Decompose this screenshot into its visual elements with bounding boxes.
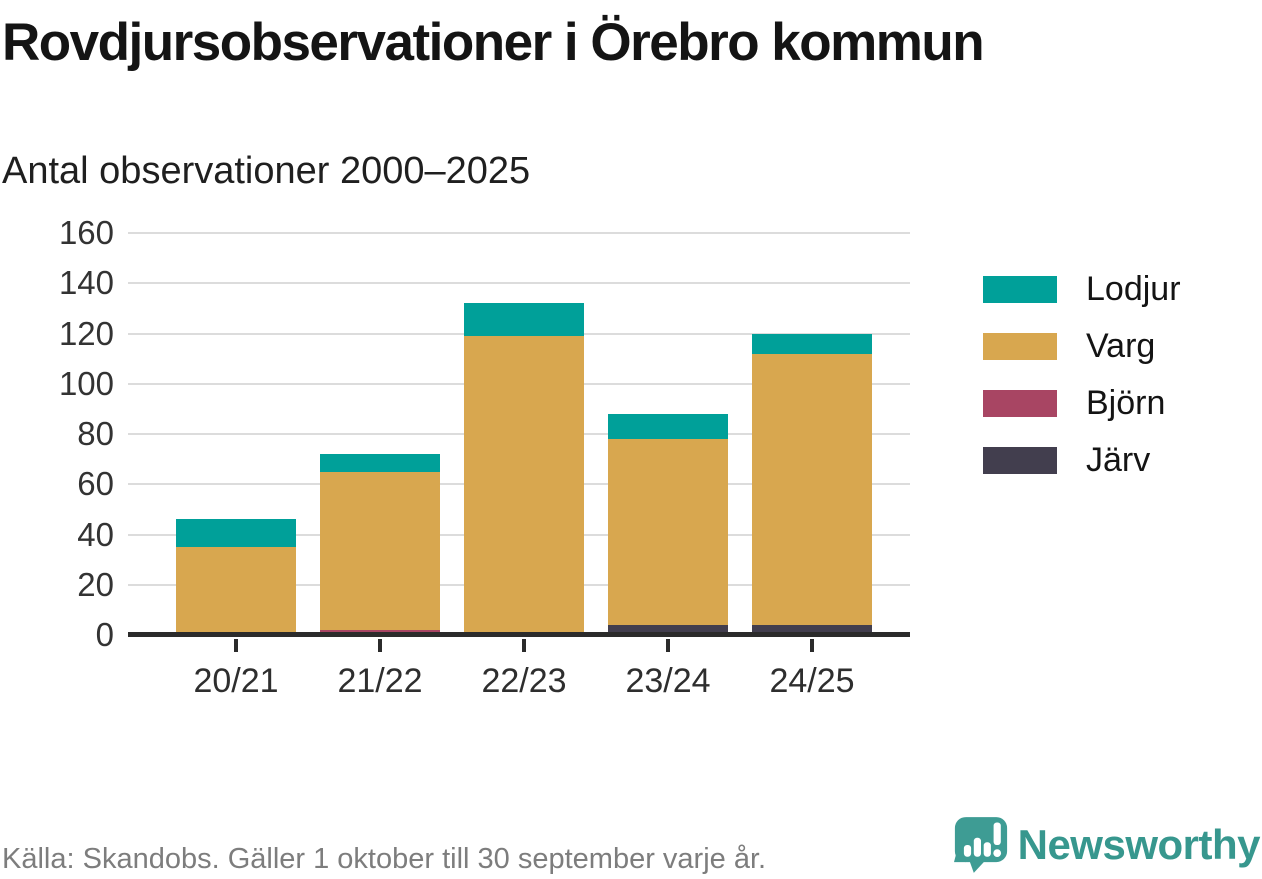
bar-22/23 <box>464 303 584 635</box>
bar-23/24 <box>608 413 728 635</box>
legend-swatch <box>983 447 1057 474</box>
y-tick-label: 120 <box>58 314 114 352</box>
x-axis-tick <box>522 639 526 652</box>
bar-20/21 <box>176 519 296 635</box>
gridline <box>128 232 910 234</box>
bar-segment-lodjur <box>176 519 296 548</box>
legend-item-lodjur: Lodjur <box>983 270 1181 308</box>
bar-segment-järv <box>752 624 872 635</box>
bar-segment-varg <box>608 439 728 625</box>
y-tick-label: 140 <box>58 264 114 302</box>
x-axis-tick <box>378 639 382 652</box>
legend-swatch <box>983 276 1057 303</box>
x-tick-label: 21/22 <box>337 662 423 700</box>
legend-swatch <box>983 390 1057 417</box>
y-tick-label: 100 <box>58 364 114 402</box>
legend-item-björn: Björn <box>983 384 1181 422</box>
y-tick-label: 80 <box>77 415 114 452</box>
x-tick-label: 24/25 <box>769 662 855 700</box>
x-axis-tick <box>234 639 238 652</box>
legend: Lodjur Varg Björn Järv <box>983 270 1181 504</box>
bar-24/25 <box>752 333 872 635</box>
legend-swatch <box>983 333 1057 360</box>
source-note: Källa: Skandobs. Gäller 1 oktober till 3… <box>2 843 767 875</box>
y-tick-label: 160 <box>58 214 114 251</box>
y-tick-label: 60 <box>77 465 114 503</box>
newsworthy-logo-icon <box>953 816 1008 874</box>
legend-item-järv: Järv <box>983 441 1181 479</box>
bar-segment-lodjur <box>320 454 440 472</box>
bar-segment-lodjur <box>752 333 872 354</box>
bar-21/22 <box>320 454 440 635</box>
legend-label: Lodjur <box>1086 270 1181 308</box>
bar-segment-varg <box>752 353 872 625</box>
bar-segment-lodjur <box>608 413 728 440</box>
legend-label: Björn <box>1086 384 1166 422</box>
plot-area: 20/21 21/22 22/23 23/24 24/25 <box>128 232 910 700</box>
y-tick-label: 20 <box>77 565 114 603</box>
legend-label: Järv <box>1086 441 1151 479</box>
y-tick-label: 0 <box>95 616 114 653</box>
y-tick-label: 40 <box>77 515 114 553</box>
bar-segment-varg <box>176 547 296 633</box>
legend-label: Varg <box>1086 327 1156 365</box>
x-axis-tick <box>666 639 670 652</box>
bar-segment-varg <box>320 471 440 630</box>
page-title: Rovdjursobservationer i Örebro kommun <box>2 13 985 72</box>
chart-subtitle: Antal observationer 2000–2025 <box>2 150 531 192</box>
x-axis-tick <box>810 639 814 652</box>
bar-segment-lodjur <box>464 303 584 337</box>
gridline <box>128 282 910 285</box>
bar-segment-järv <box>608 624 728 635</box>
y-axis: 0 20 40 60 80 100 120 140 160 <box>30 214 114 653</box>
x-tick-label: 23/24 <box>625 662 711 700</box>
x-tick-label: 22/23 <box>481 662 567 700</box>
brand-lockup[interactable]: Newsworthy <box>953 816 1261 874</box>
brand-wordmark: Newsworthy <box>1017 821 1261 868</box>
legend-item-varg: Varg <box>983 327 1181 365</box>
x-tick-label: 20/21 <box>193 662 279 700</box>
bar-segment-varg <box>464 336 584 635</box>
x-axis-line <box>128 632 910 637</box>
